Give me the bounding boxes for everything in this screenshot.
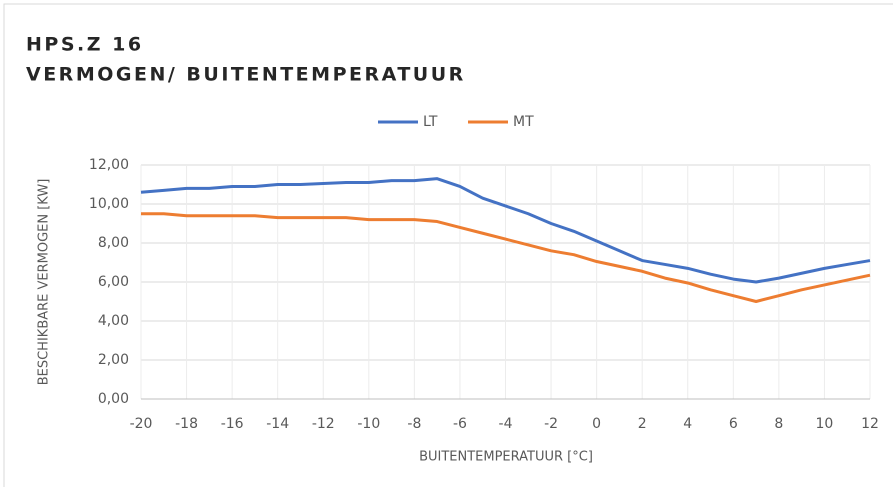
y-tick-label: 8,00 — [98, 235, 129, 251]
x-tick-label: 10 — [816, 416, 834, 432]
chart-frame — [3, 3, 893, 487]
y-tick-label: 4,00 — [98, 313, 129, 329]
x-tick-label: -6 — [453, 416, 467, 432]
x-tick-label: -20 — [130, 416, 153, 432]
x-tick-label: 12 — [861, 416, 879, 432]
y-tick-label: 12,00 — [89, 157, 129, 173]
x-tick-label: -18 — [175, 416, 198, 432]
x-tick-label: 4 — [683, 416, 692, 432]
x-tick-label: -8 — [407, 416, 421, 432]
x-tick-label: 8 — [774, 416, 783, 432]
line-series — [141, 212, 871, 303]
legend-label: MT — [513, 114, 534, 130]
chart-subtitle: VERMOGEN/ BUITENTEMPERATUUR — [26, 64, 466, 86]
x-tick-label: -4 — [499, 416, 513, 432]
x-tick-label: -10 — [357, 416, 380, 432]
x-tick-label: -12 — [312, 416, 335, 432]
x-tick-label: 2 — [638, 416, 647, 432]
x-tick-label: 0 — [592, 416, 601, 432]
y-tick-label: 0,00 — [98, 391, 129, 407]
x-tick-label: -16 — [221, 416, 244, 432]
x-tick-label: 6 — [729, 416, 738, 432]
y-tick-label: 2,00 — [98, 352, 129, 368]
x-axis-label: BUITENTEMPERATUUR [°C] — [419, 450, 593, 465]
x-tick-label: -14 — [266, 416, 289, 432]
line-series — [140, 177, 871, 284]
y-tick-label: 10,00 — [89, 196, 129, 212]
chart-title: HPS.Z 16 — [26, 34, 144, 56]
y-axis-label: BESCHIKBARE VERMOGEN [KW] — [37, 179, 52, 386]
legend-label: LT — [423, 114, 438, 130]
y-tick-label: 6,00 — [98, 274, 129, 290]
x-tick-label: -2 — [544, 416, 558, 432]
